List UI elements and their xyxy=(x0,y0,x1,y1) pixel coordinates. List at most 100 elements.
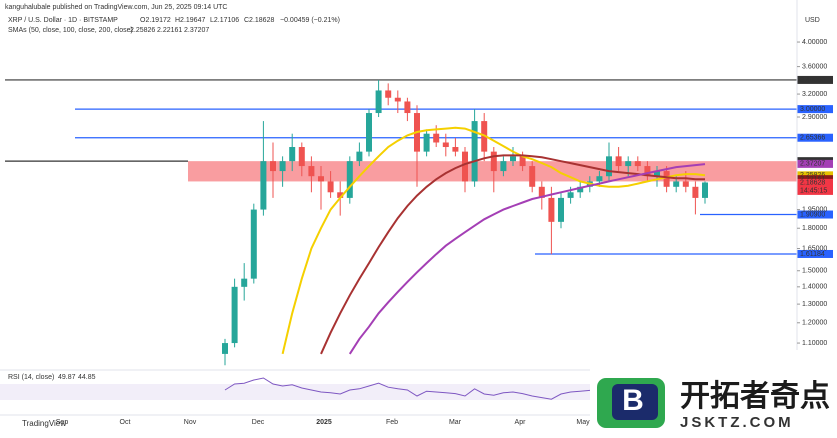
x-tick-label: Apr xyxy=(515,419,527,426)
candle-body xyxy=(270,161,276,172)
y-tick-label: 1.50000 xyxy=(802,268,827,275)
ohlc-value: −0.00459 (−0.21%) xyxy=(280,17,340,24)
candle-body xyxy=(250,209,257,279)
footer: TradingView xyxy=(22,419,66,428)
candle-body xyxy=(529,166,536,187)
candle-body xyxy=(644,166,651,177)
sma-title: SMAs (50, close, 100, close, 200, close) xyxy=(8,27,133,34)
price-label-box xyxy=(797,133,833,142)
price-label: 2.18628 xyxy=(800,180,825,187)
price-label: 3.40000 xyxy=(800,77,825,84)
candle-body xyxy=(462,151,468,182)
candle-body xyxy=(327,181,334,193)
candle-body xyxy=(471,121,478,182)
legend-value: 2.37207 xyxy=(184,27,209,34)
y-tick-label: 4.00000 xyxy=(802,39,827,46)
y-tick-label: 1.10000 xyxy=(802,340,827,347)
candle-body xyxy=(289,147,296,162)
rsi-ma: 44.85 xyxy=(78,374,96,381)
plot: 3.400003.000002.653662.400002.372072.258… xyxy=(5,75,833,366)
publisher: kanguhalubale published on TradingView.c… xyxy=(5,4,227,11)
x-tick-label: Oct xyxy=(120,419,131,426)
candle-body xyxy=(241,278,248,287)
candle-body xyxy=(567,192,574,198)
x-tick-label: Nov xyxy=(184,419,197,426)
candle-body xyxy=(634,161,641,167)
x-tick-label: 2025 xyxy=(316,419,332,426)
candle-body xyxy=(702,182,708,198)
price-label-box xyxy=(797,75,833,84)
price-label: 2.65366 xyxy=(800,135,825,142)
candle-body xyxy=(433,133,440,143)
legend-value: 2.25826 xyxy=(130,27,155,34)
candle-body xyxy=(500,161,507,172)
candle-body xyxy=(423,133,430,152)
price-label-box xyxy=(797,210,833,219)
watermark-name: 开拓者奇点 xyxy=(680,380,830,413)
candle-body xyxy=(222,343,228,354)
sma-line xyxy=(348,163,706,355)
candle-body xyxy=(577,186,584,193)
candle-body xyxy=(625,161,632,167)
candle-body xyxy=(452,147,459,152)
candle-body xyxy=(308,166,315,177)
candle-body xyxy=(442,142,449,148)
price-label: 1.61184 xyxy=(800,251,825,258)
candle-body xyxy=(366,113,372,152)
rsi-title: RSI (14, close) xyxy=(8,374,54,381)
y-tick-label: 1.30000 xyxy=(802,301,827,308)
candle-body xyxy=(548,197,555,222)
y-tick-label: 2.90000 xyxy=(802,114,827,121)
price-label-box xyxy=(797,249,833,258)
watermark-logo-text: B xyxy=(622,384,644,417)
price-label: 2.37207 xyxy=(800,161,825,168)
watermark-site: JSKTZ.COM xyxy=(680,414,794,431)
price-label: 1.90900 xyxy=(800,211,825,218)
rsi-value: 49.87 xyxy=(58,374,76,381)
price-label-box xyxy=(797,178,833,195)
candle-body xyxy=(346,161,353,198)
candle-body xyxy=(558,197,564,222)
ohlc-value: C2.18628 xyxy=(244,17,274,24)
y-tick-label: 1.40000 xyxy=(802,284,827,291)
candle-body xyxy=(404,101,411,114)
ohlc-value: L2.17106 xyxy=(210,17,239,24)
candle-body xyxy=(385,90,392,98)
candle-body xyxy=(279,161,286,172)
candle-body xyxy=(663,171,670,187)
x-tick-label: Feb xyxy=(386,419,398,426)
price-label-box xyxy=(797,105,833,114)
candle-body xyxy=(394,97,401,102)
candle-body xyxy=(356,151,363,162)
x-tick-label: Mar xyxy=(449,419,462,426)
ohlc-value: H2.19647 xyxy=(175,17,205,24)
candle-body xyxy=(337,192,344,198)
candle-body xyxy=(615,156,622,167)
watermark-logo-inner xyxy=(612,384,658,420)
candle-body xyxy=(298,147,305,167)
candle-body xyxy=(673,181,680,187)
candle-body xyxy=(260,161,267,210)
y-tick-label: 3.20000 xyxy=(802,91,827,98)
candle-body xyxy=(692,186,699,198)
candle-body xyxy=(490,151,497,172)
ohlc-value: O2.19172 xyxy=(140,17,171,24)
x-tick-label: May xyxy=(576,419,590,426)
x-tick-label: Dec xyxy=(252,419,265,426)
candle-body xyxy=(606,156,612,177)
candle-body xyxy=(318,176,324,182)
candle-body xyxy=(596,176,603,182)
y-tick-label: 1.20000 xyxy=(802,320,827,327)
candle-body xyxy=(510,156,516,162)
x-tick-label: Sep xyxy=(56,419,69,426)
candle-body xyxy=(375,90,382,114)
price-label-box xyxy=(797,159,833,168)
candle-body xyxy=(682,181,689,187)
y-tick-label: 3.60000 xyxy=(802,63,827,70)
price-label: 3.00000 xyxy=(800,106,825,113)
legend-value: 2.22161 xyxy=(157,27,182,34)
y-tick-label: 1.95000 xyxy=(802,206,827,213)
y-tick-label: 1.80000 xyxy=(802,225,827,232)
candle-body xyxy=(231,286,238,344)
